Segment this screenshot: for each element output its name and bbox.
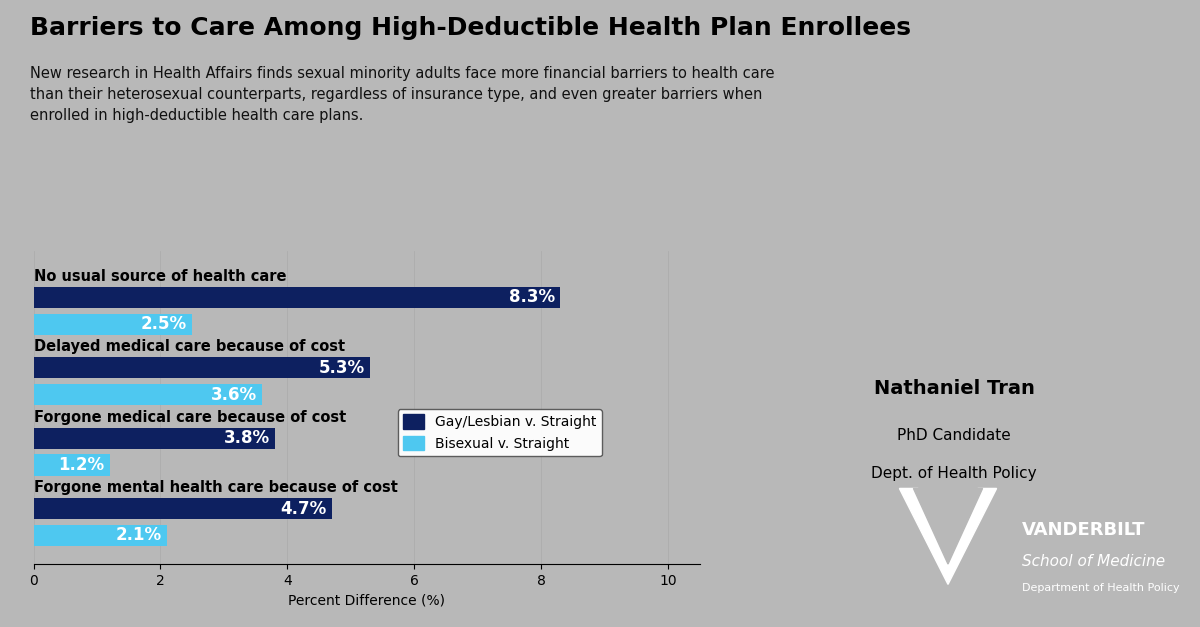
Text: 3.6%: 3.6% (211, 386, 257, 404)
X-axis label: Percent Difference (%): Percent Difference (%) (288, 594, 445, 608)
Polygon shape (913, 488, 983, 564)
Text: Nathaniel Tran: Nathaniel Tran (874, 379, 1034, 398)
Text: VANDERBILT: VANDERBILT (1022, 521, 1146, 539)
Text: 2.1%: 2.1% (115, 527, 162, 544)
Text: School of Medicine: School of Medicine (1022, 554, 1165, 569)
Bar (34, 357, 370, 378)
Text: Forgone medical care because of cost: Forgone medical care because of cost (34, 410, 346, 425)
Polygon shape (900, 488, 997, 584)
Text: No usual source of health care: No usual source of health care (34, 269, 286, 284)
Bar (34, 314, 192, 335)
Text: Forgone mental health care because of cost: Forgone mental health care because of co… (34, 480, 397, 495)
Text: PhD Candidate: PhD Candidate (898, 428, 1010, 443)
Text: 3.8%: 3.8% (223, 429, 270, 447)
Bar (34, 428, 275, 449)
Bar (34, 287, 560, 308)
Legend: Gay/Lesbian v. Straight, Bisexual v. Straight: Gay/Lesbian v. Straight, Bisexual v. Str… (397, 409, 602, 456)
Text: Department of Health Policy: Department of Health Policy (1022, 583, 1180, 593)
Text: 5.3%: 5.3% (318, 359, 365, 377)
Text: 2.5%: 2.5% (140, 315, 187, 333)
Text: Barriers to Care Among High-Deductible Health Plan Enrollees: Barriers to Care Among High-Deductible H… (30, 16, 911, 40)
Text: Dept. of Health Policy: Dept. of Health Policy (871, 466, 1037, 481)
Text: Delayed medical care because of cost: Delayed medical care because of cost (34, 339, 344, 354)
Bar (34, 525, 167, 546)
Text: 4.7%: 4.7% (281, 500, 326, 518)
Text: 8.3%: 8.3% (509, 288, 554, 307)
Bar (34, 384, 262, 405)
Text: 1.2%: 1.2% (59, 456, 104, 474)
Text: New research in Health Affairs finds sexual minority adults face more financial : New research in Health Affairs finds sex… (30, 66, 774, 123)
Bar (34, 498, 331, 519)
Bar (34, 455, 109, 475)
